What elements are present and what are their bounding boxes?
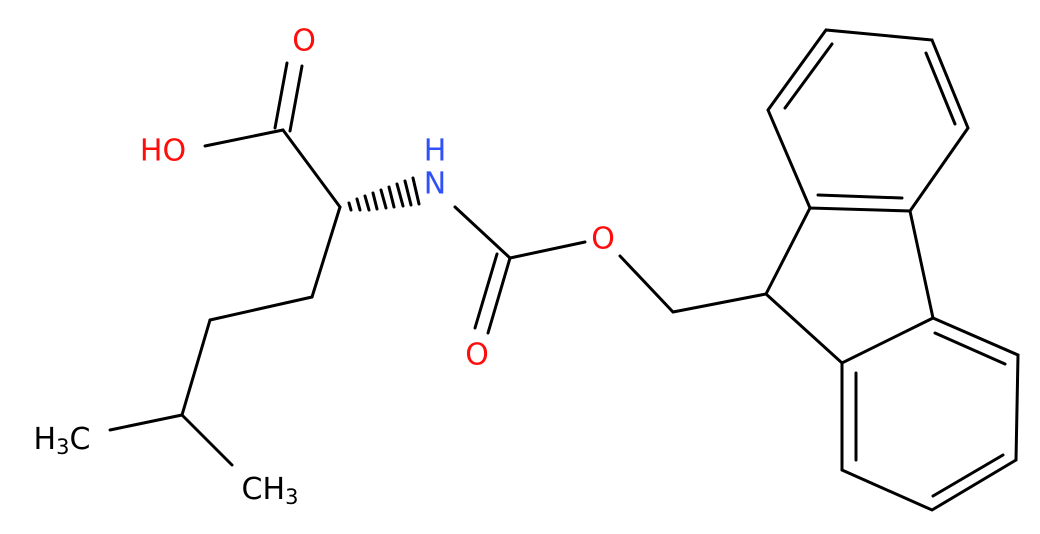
atom-label: CH3 xyxy=(242,472,299,510)
atom-label: H3C xyxy=(34,422,91,460)
bond xyxy=(180,413,234,467)
ring xyxy=(840,316,1020,512)
bond xyxy=(618,254,675,314)
bond xyxy=(203,128,285,148)
label-part: 3 xyxy=(56,435,69,459)
label-part: C xyxy=(69,422,90,457)
bond xyxy=(288,64,304,133)
bond xyxy=(508,240,587,260)
atom-labels: O HO N H O O H3C CH3 xyxy=(34,24,615,510)
atom-label: O xyxy=(465,338,489,373)
ring xyxy=(766,28,970,213)
hashed-wedge xyxy=(347,176,421,212)
ring xyxy=(764,206,935,365)
atom-label: N xyxy=(424,167,446,202)
atom-label: O xyxy=(591,222,615,257)
bond xyxy=(486,256,512,335)
bond xyxy=(273,61,289,130)
bond xyxy=(671,292,768,314)
bond xyxy=(783,42,834,110)
bonds xyxy=(108,28,1020,512)
bond xyxy=(281,128,342,209)
bond xyxy=(924,51,957,126)
bond xyxy=(473,252,499,330)
label-part: H xyxy=(34,422,57,457)
bond xyxy=(310,205,342,299)
atom-label: H xyxy=(424,134,447,169)
bond xyxy=(453,205,512,260)
bond xyxy=(208,295,314,322)
bond xyxy=(933,331,1007,366)
label-part: CH xyxy=(242,472,286,507)
bond xyxy=(108,413,184,432)
bond xyxy=(180,318,212,417)
label-part: 3 xyxy=(285,485,298,509)
atom-label: HO xyxy=(140,134,186,169)
bond xyxy=(931,453,1005,498)
bond xyxy=(816,193,904,200)
atom-label: O xyxy=(292,24,316,59)
